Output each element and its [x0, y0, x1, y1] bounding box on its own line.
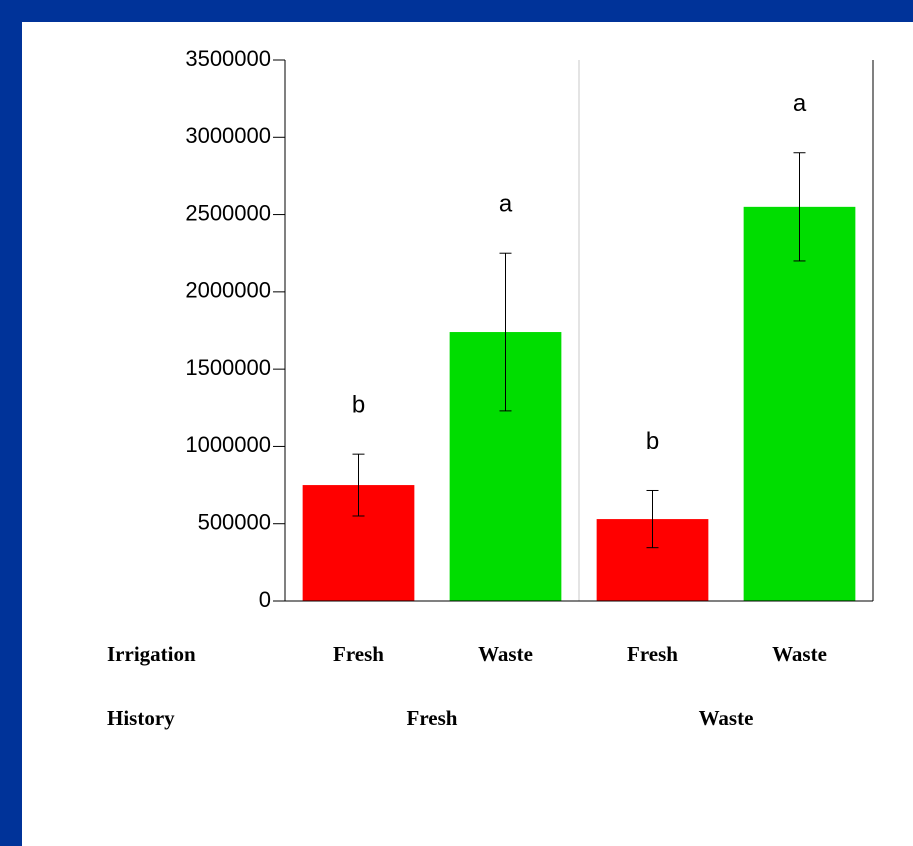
x-tick-label: Fresh: [627, 642, 678, 666]
x-tick-label: Fresh: [333, 642, 384, 666]
error-bar: [646, 489, 659, 549]
y-tick-label: 0: [259, 587, 271, 612]
bar: [743, 206, 856, 602]
significance-letter: b: [352, 392, 365, 419]
error-bar: [793, 152, 806, 262]
group-label: Fresh: [407, 706, 458, 730]
y-tick-label: 1500000: [185, 355, 271, 380]
error-bar: [352, 453, 365, 517]
y-tick-label: 3000000: [185, 123, 271, 148]
x-tick-label: Waste: [478, 642, 533, 666]
y-tick-label: 1000000: [185, 432, 271, 457]
y-tick-label: 3500000: [185, 46, 271, 71]
group-label: Waste: [699, 706, 754, 730]
significance-letter: a: [793, 90, 807, 117]
x-tick-label: Waste: [772, 642, 827, 666]
significance-letter: a: [499, 191, 513, 218]
category-axis-label: Irrigation: [107, 642, 196, 666]
group-axis-label: History: [107, 706, 175, 730]
y-tick-label: 2000000: [185, 278, 271, 303]
y-tick-label: 2500000: [185, 200, 271, 225]
y-tick-label: 500000: [198, 510, 271, 535]
error-bar: [499, 252, 512, 412]
significance-letter: b: [646, 428, 659, 455]
